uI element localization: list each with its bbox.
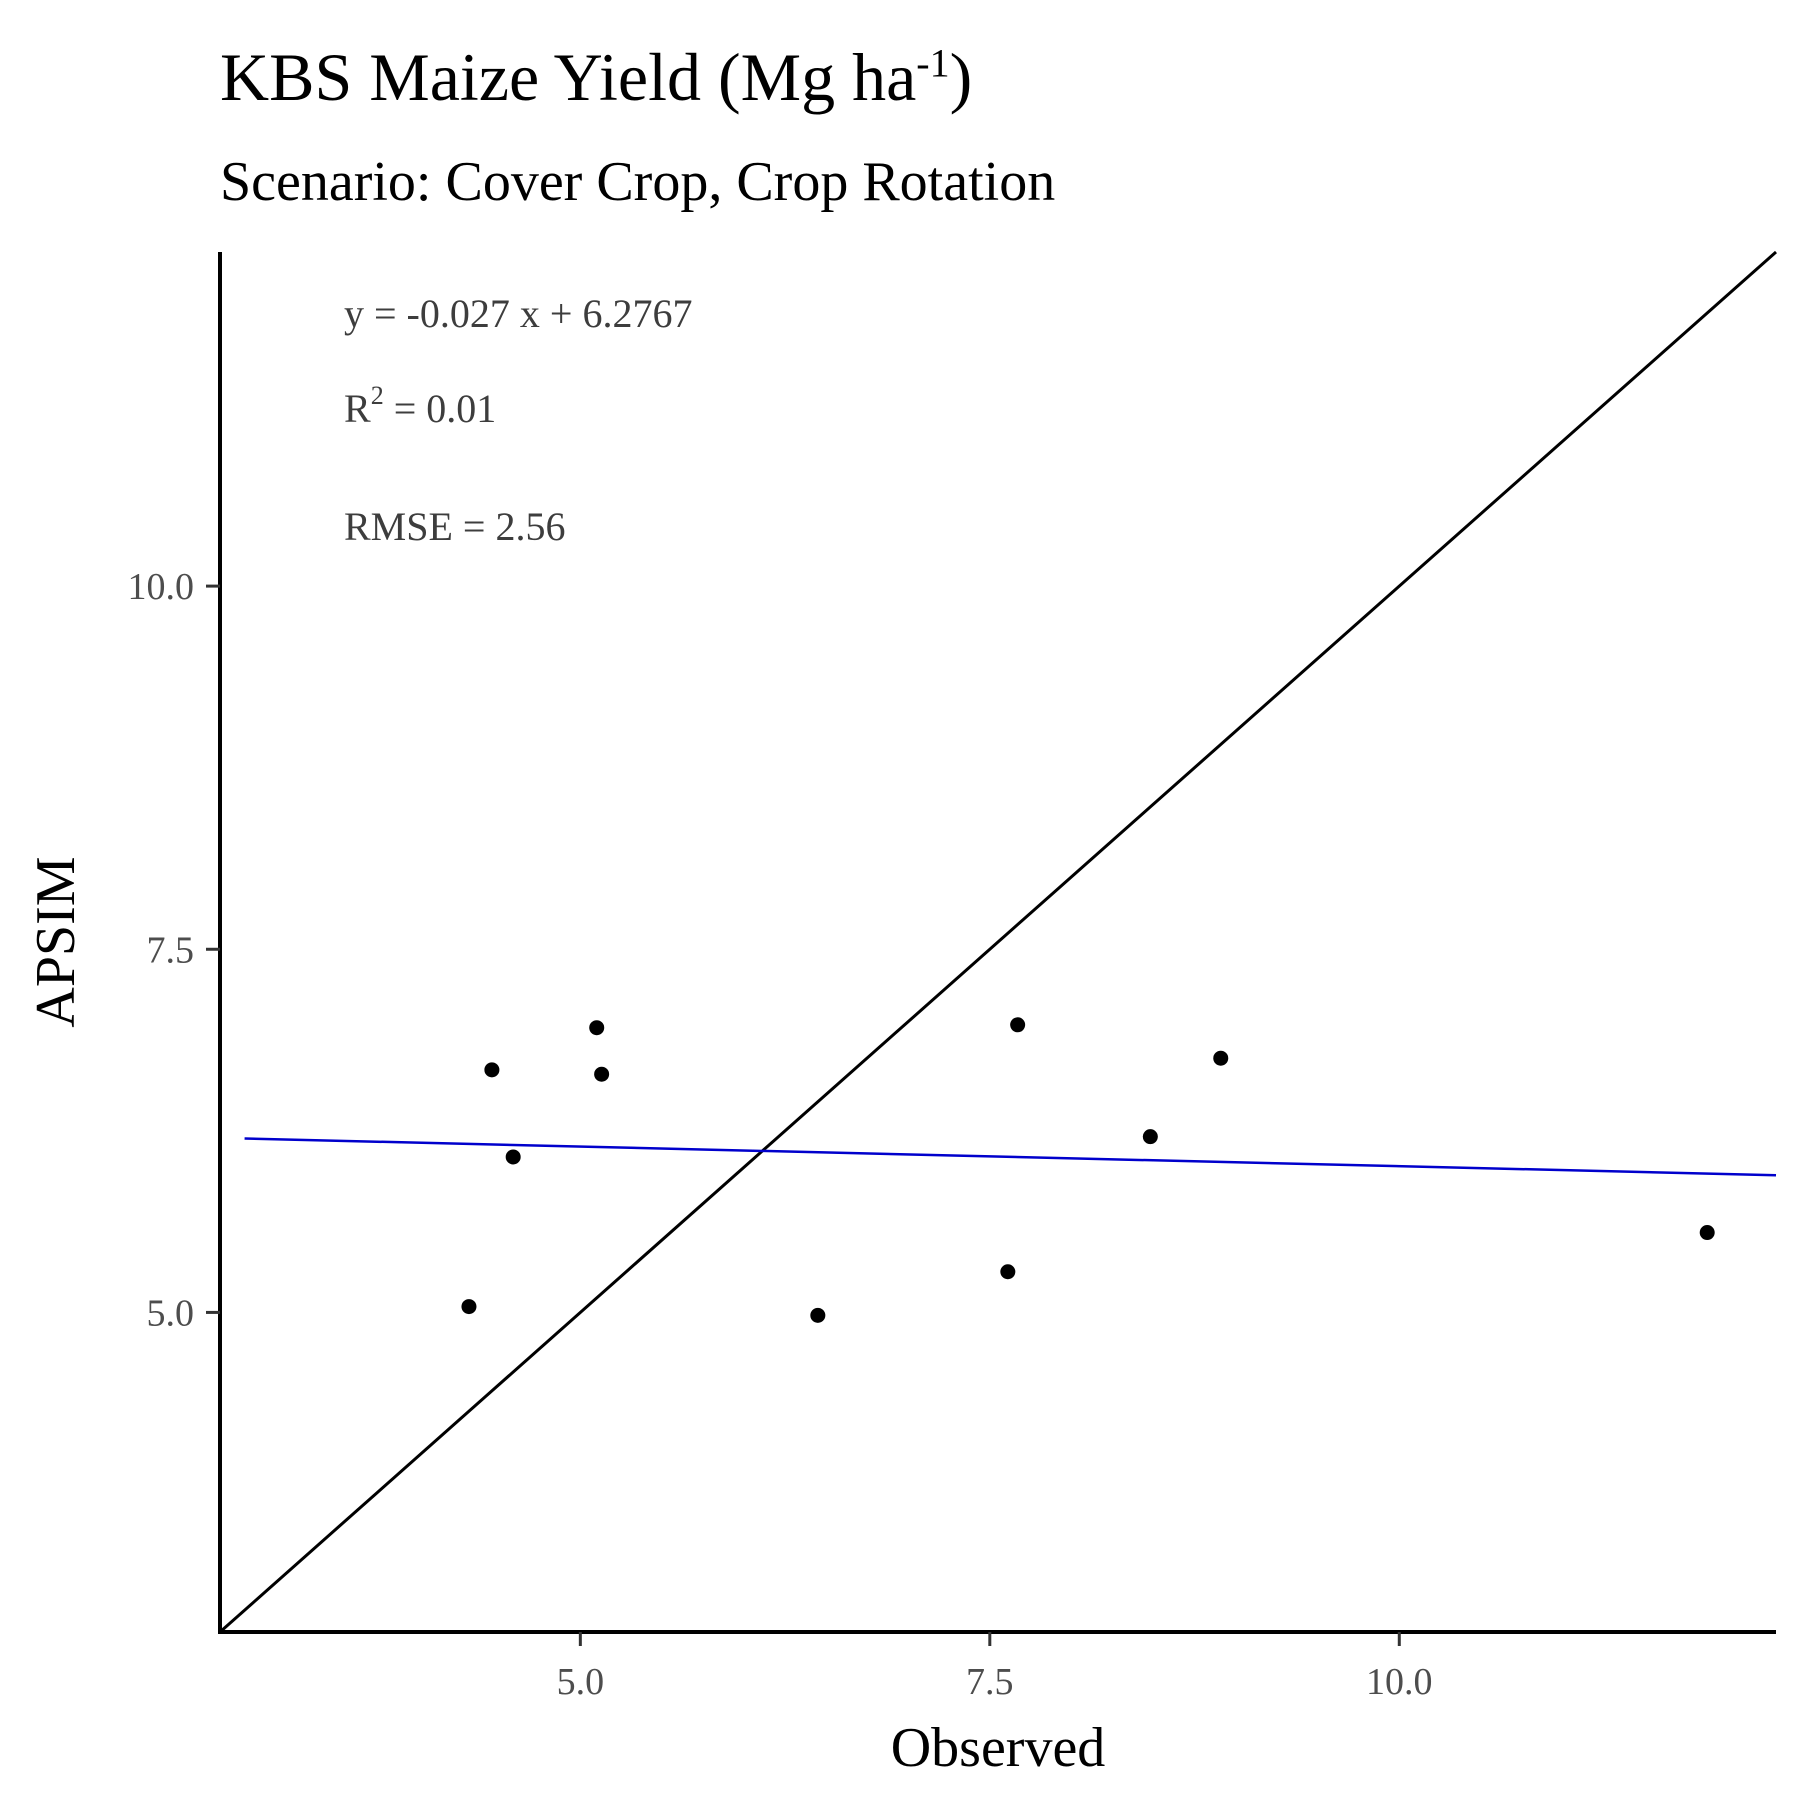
x-tick-label: 7.5 (966, 1661, 1014, 1703)
equation-annotation: y = -0.027 x + 6.2767 (344, 291, 692, 336)
y-tick-label: 7.5 (147, 929, 195, 971)
data-points (461, 1017, 1715, 1323)
x-ticks: 5.0 7.5 10.0 (557, 1632, 1433, 1703)
y-tick-label: 10.0 (128, 566, 195, 608)
data-point (594, 1066, 610, 1082)
r-squared-annotation: R2 = 0.01 (344, 381, 496, 431)
data-point (1000, 1264, 1016, 1280)
data-point (1699, 1225, 1715, 1241)
rmse-annotation: RMSE = 2.56 (344, 504, 565, 549)
data-point (1213, 1050, 1229, 1066)
x-tick-label: 10.0 (1366, 1661, 1433, 1703)
chart-title: KBS Maize Yield (Mg ha-1) (220, 38, 972, 117)
r-squared-prefix: R (344, 386, 371, 431)
x-tick-label: 5.0 (557, 1661, 605, 1703)
chart-title-text: KBS Maize Yield (Mg ha (220, 39, 917, 115)
data-point (1010, 1017, 1026, 1033)
r-squared-value: = 0.01 (384, 386, 497, 431)
x-axis-title: Observed (891, 1717, 1106, 1779)
data-point (505, 1149, 521, 1165)
axes (218, 252, 1776, 1634)
one-to-one-line (219, 250, 1777, 1634)
data-point (461, 1299, 477, 1315)
data-point (1142, 1129, 1158, 1145)
chart-subtitle: Scenario: Cover Crop, Crop Rotation (220, 151, 1056, 213)
chart-title-close: ) (949, 39, 973, 115)
y-ticks: 5.0 7.5 10.0 (128, 566, 220, 1334)
y-tick-label: 5.0 (147, 1292, 195, 1334)
y-axis-title: APSIM (25, 856, 87, 1027)
regression-line (244, 1137, 1777, 1177)
r-squared-superscript: 2 (371, 381, 384, 410)
data-point (810, 1307, 826, 1323)
chart-lines (219, 250, 1777, 1634)
chart-title-superscript: -1 (916, 40, 950, 86)
data-point (484, 1062, 500, 1078)
data-point (589, 1020, 605, 1036)
